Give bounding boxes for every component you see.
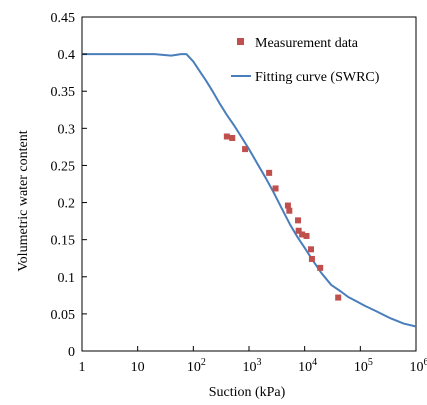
y-tick-label: 0.3 (58, 122, 76, 137)
measurement-point (295, 217, 301, 223)
measurement-point (309, 256, 315, 262)
x-tick-label: 10 (131, 360, 145, 375)
measurement-point (285, 203, 291, 209)
measurement-point (273, 185, 279, 191)
y-tick-label: 0 (68, 345, 75, 360)
measurement-point (242, 146, 248, 152)
y-tick-label: 0.15 (51, 234, 76, 249)
y-tick-label: 0.2 (58, 197, 76, 212)
measurement-point (304, 233, 310, 239)
y-tick-label: 0.05 (51, 308, 76, 323)
measurement-point (317, 265, 323, 271)
y-axis-title: Volumetric water content (16, 130, 31, 271)
measurement-point (335, 295, 341, 301)
measurement-point (266, 170, 272, 176)
measurement-point (229, 135, 235, 141)
x-tick-label: 1 (79, 360, 86, 375)
x-tick-label: 104 (298, 357, 317, 375)
x-tick-label: 102 (187, 357, 206, 375)
fitting-curve-line (82, 54, 416, 326)
measurement-point (308, 246, 314, 252)
y-tick-label: 0.4 (58, 48, 76, 63)
x-tick-label: 106 (410, 357, 427, 375)
y-tick-label: 0.25 (51, 159, 76, 174)
y-tick-label: 0.35 (51, 85, 76, 100)
x-tick-label: 105 (354, 357, 373, 375)
x-tick-label: 103 (243, 357, 262, 375)
measurement-point (224, 133, 230, 139)
x-axis-title: Suction (kPa) (209, 385, 286, 400)
y-tick-label: 0.45 (51, 11, 76, 26)
legend-label-fitting-curve: Fitting curve (SWRC) (255, 70, 380, 85)
plot-frame (82, 17, 416, 351)
legend-label-measurement: Measurement data (255, 36, 359, 51)
y-tick-label: 0.1 (58, 271, 76, 286)
measurement-point (286, 208, 292, 214)
legend-marker-measurement (237, 38, 244, 45)
